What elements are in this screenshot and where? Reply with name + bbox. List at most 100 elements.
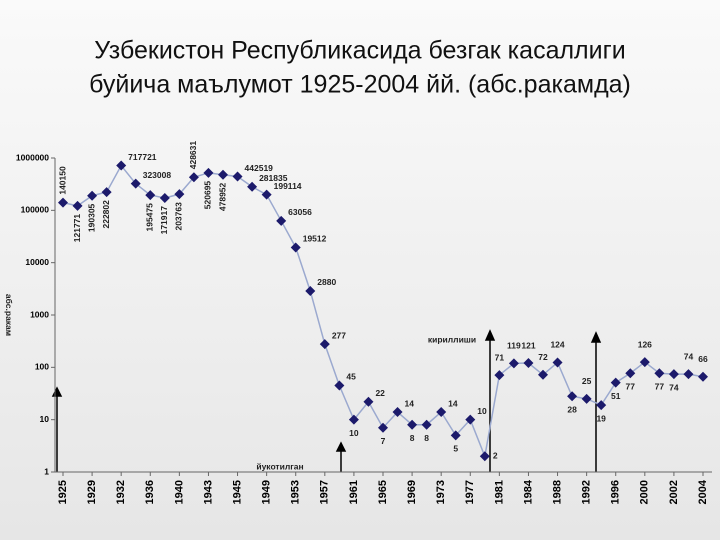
data-label: 63056: [288, 207, 312, 217]
data-label: 7: [381, 436, 386, 446]
data-label: 323008: [143, 170, 172, 180]
data-label: 25: [582, 376, 592, 386]
data-label: 28: [567, 405, 577, 415]
x-tick-label: 1981: [493, 480, 505, 504]
x-tick-label: 1940: [173, 480, 185, 504]
data-point: [305, 285, 316, 296]
data-point: [174, 189, 185, 200]
x-tick-label: 1929: [86, 480, 98, 504]
data-label: 45: [346, 372, 356, 382]
data-label: 8: [424, 433, 429, 443]
data-point: [639, 357, 650, 368]
data-point: [596, 400, 607, 411]
x-tick-label: 1949: [261, 480, 273, 504]
y-tick-label: 10000: [25, 257, 49, 267]
x-tick-label: 1996: [610, 480, 622, 504]
data-label: 5: [453, 444, 458, 454]
data-label: 77: [626, 382, 636, 392]
x-tick-label: 1945: [231, 480, 243, 504]
x-tick-label: 1925: [57, 480, 69, 504]
data-label: 203763: [174, 202, 184, 231]
y-tick-label: 10: [40, 414, 50, 424]
data-label: 121: [521, 340, 535, 350]
data-point: [58, 197, 68, 208]
x-tick-label: 1988: [551, 480, 563, 504]
data-point: [247, 181, 258, 192]
data-point: [392, 407, 403, 418]
x-tick-label: 1973: [435, 480, 447, 504]
x-tick-label: 1992: [581, 480, 593, 504]
data-label: 2880: [317, 277, 336, 287]
x-tick-label: 2004: [697, 479, 709, 504]
x-tick-label: 1969: [406, 480, 418, 504]
data-label: 478952: [217, 182, 227, 211]
data-point: [378, 422, 388, 433]
data-point: [276, 215, 287, 226]
x-tick-label: 2000: [639, 480, 651, 504]
data-point: [116, 160, 127, 171]
data-point: [334, 380, 345, 391]
data-point: [567, 391, 578, 402]
y-tick-label: 1: [44, 466, 49, 476]
data-point: [465, 414, 476, 425]
data-label: 126: [638, 339, 652, 349]
data-label: 74: [669, 382, 679, 392]
data-point: [101, 187, 112, 198]
data-point: [72, 200, 83, 211]
data-label: 195475: [145, 203, 155, 232]
data-point: [625, 368, 636, 379]
data-point: [610, 377, 621, 388]
data-label: 2: [493, 450, 498, 460]
data-point: [87, 190, 98, 201]
data-point: [407, 419, 418, 430]
data-point: [552, 357, 563, 368]
data-point: [348, 414, 359, 425]
chart-subtitle: буйича маълумот 1925-2004 йй. (абс.ракам…: [89, 71, 631, 99]
data-label: 119: [507, 341, 521, 351]
data-label: 442519: [245, 163, 274, 173]
data-label: 72: [538, 352, 548, 362]
y-axis-label: абс.ракам: [4, 294, 14, 336]
data-point: [421, 419, 432, 430]
data-label: 14: [405, 398, 415, 408]
data-point: [188, 172, 199, 183]
data-point: [319, 339, 330, 350]
data-label: 277: [332, 330, 346, 340]
data-point: [494, 370, 505, 381]
data-point: [232, 171, 243, 182]
data-point: [479, 451, 490, 462]
data-label: 74: [684, 351, 694, 361]
x-tick-label: 1932: [115, 480, 127, 504]
data-label: 281835: [259, 173, 288, 183]
y-tick-label: 100: [35, 362, 49, 372]
y-tick-label: 100000: [21, 205, 50, 215]
data-label: 77: [655, 382, 665, 392]
data-label: 10: [349, 428, 359, 438]
data-point: [450, 430, 461, 441]
x-tick-label: 1936: [144, 480, 156, 504]
data-label: 171917: [159, 206, 169, 235]
data-label: 717721: [128, 152, 157, 162]
data-point: [654, 368, 665, 379]
data-label: 19512: [303, 234, 327, 244]
data-label: 222802: [101, 200, 111, 229]
data-point: [261, 189, 272, 200]
data-point: [581, 393, 592, 404]
data-label: 14: [448, 398, 458, 408]
data-point: [203, 167, 214, 178]
data-point: [363, 396, 374, 407]
x-tick-label: 1961: [348, 480, 360, 504]
data-point: [145, 190, 156, 201]
data-label: 19: [596, 413, 606, 423]
x-tick-label: 1957: [319, 480, 331, 504]
data-point: [508, 358, 519, 369]
data-point: [159, 193, 170, 204]
data-point: [436, 407, 447, 418]
chart-title: Узбекистон Республикасида безгак касалли…: [94, 37, 625, 65]
y-tick-label: 1000000: [16, 152, 49, 162]
data-label: 121771: [72, 214, 82, 243]
data-point: [218, 169, 228, 180]
data-label: 520695: [203, 181, 213, 210]
